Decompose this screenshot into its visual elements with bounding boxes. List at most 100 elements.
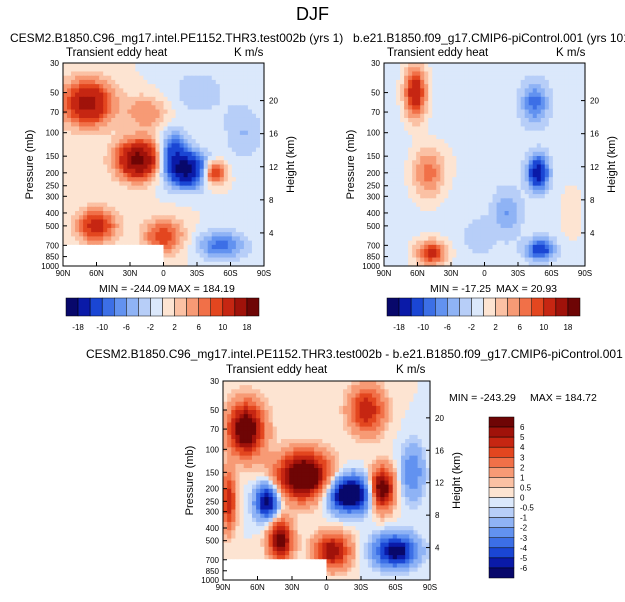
- panel1-cell: [167, 134, 173, 140]
- panel1-cell: [195, 92, 201, 98]
- panel2-cell: [488, 101, 494, 106]
- panel1-cell: [87, 96, 92, 102]
- panel1-cell: [179, 181, 185, 187]
- panel1-cell: [191, 253, 197, 259]
- panel2-cell: [540, 88, 546, 94]
- panel1-cell: [187, 67, 193, 73]
- panel1-max: MAX = 184.19: [168, 283, 235, 295]
- panel1-cell: [119, 96, 124, 102]
- panel2-cell: [484, 164, 490, 170]
- panel1-cell: [199, 71, 205, 77]
- panel1-cell: [71, 113, 76, 119]
- panel3-cell: [268, 381, 274, 386]
- panel2-cell: [464, 126, 470, 132]
- panel1-xtick-label: 30S: [190, 269, 204, 278]
- panel1-cell: [135, 185, 140, 191]
- panel2-cell: [432, 249, 437, 254]
- panel2-cell: [408, 79, 413, 85]
- panel1-cell: [255, 105, 261, 111]
- panel1-cell: [211, 181, 217, 187]
- panel1-cell: [239, 156, 245, 161]
- panel2-cell: [496, 227, 502, 233]
- panel2-cell: [476, 253, 482, 259]
- panel2-cell: [424, 92, 429, 98]
- panel2-cell: [416, 71, 421, 77]
- panel2-cell: [512, 168, 518, 174]
- panel1-cell: [223, 261, 229, 267]
- panel2-cell: [516, 75, 522, 81]
- panel1-cell: [231, 219, 237, 225]
- panel1-cell: [223, 130, 229, 136]
- panel1-cell: [223, 177, 229, 183]
- panel2-cell: [520, 92, 526, 98]
- panel2-cell: [472, 177, 478, 183]
- panel1-cell: [95, 122, 100, 128]
- panel1-cell: [219, 219, 225, 225]
- panel2-cell: [476, 75, 482, 81]
- panel2-cell: [516, 215, 522, 221]
- panel1-cell: [147, 117, 153, 123]
- panel2-cell: [456, 63, 461, 68]
- panel1-cell: [147, 211, 153, 216]
- panel2-cell: [464, 211, 470, 216]
- panel2-cell: [568, 223, 574, 229]
- panel2-cell: [460, 244, 465, 250]
- panel2-cell: [412, 92, 417, 98]
- panel1-cell: [219, 177, 225, 183]
- panel2-cell: [392, 156, 397, 161]
- panel2-cell: [496, 113, 502, 119]
- panel2-cell: [576, 223, 582, 229]
- panel1-cell: [235, 117, 241, 123]
- panel2-cell: [464, 240, 470, 246]
- panel2-cell: [560, 79, 566, 85]
- panel1-cell: [231, 223, 237, 229]
- panel1-cell: [167, 71, 173, 77]
- panel1-cell: [199, 189, 205, 195]
- panel1-cell: [123, 96, 128, 102]
- panel1-cell: [131, 236, 136, 242]
- panel2-cell: [420, 236, 425, 242]
- panel1-cell: [211, 215, 217, 221]
- panel1-cell: [103, 151, 108, 157]
- panel2-cell: [472, 160, 478, 166]
- panel1-cell: [163, 168, 169, 174]
- panel1-cell: [83, 215, 88, 221]
- panel2-cell: [548, 223, 554, 229]
- panel2-cell: [452, 156, 457, 161]
- panel1-cell: [211, 253, 217, 259]
- panel2-cell: [408, 257, 413, 263]
- panel2-cell: [436, 211, 441, 216]
- panel1-cell: [139, 202, 144, 208]
- panel2-cell: [488, 236, 494, 242]
- panel2-cell: [424, 143, 429, 149]
- panel2-cell: [388, 249, 393, 254]
- panel1-cell: [119, 130, 124, 136]
- panel1-cell: [191, 244, 197, 250]
- panel2-colorbar-box: [531, 297, 545, 317]
- panel1-cell: [123, 122, 128, 128]
- panel1-cell: [111, 79, 116, 85]
- panel1-cell: [255, 177, 261, 183]
- panel2-cell: [504, 257, 510, 263]
- panel1-cell: [259, 215, 265, 221]
- panel2-cell: [476, 172, 482, 178]
- panel1-cell: [203, 88, 209, 94]
- panel1-cell: [175, 189, 181, 195]
- panel1-cell: [203, 117, 209, 123]
- panel1-cell: [103, 253, 108, 259]
- panel1-cell: [247, 139, 253, 144]
- panel2-cell: [388, 160, 393, 166]
- panel2-cell: [396, 92, 401, 98]
- panel1-cell: [107, 67, 112, 73]
- panel1-cell: [219, 122, 225, 128]
- panel2-cell: [408, 168, 413, 174]
- panel1-cell: [251, 79, 257, 85]
- panel2-cell: [424, 211, 429, 216]
- panel1-cell: [75, 139, 80, 144]
- panel1-cell: [187, 113, 193, 119]
- panel1-cell: [95, 134, 100, 140]
- panel2-cell: [460, 261, 465, 267]
- panel1-cell: [71, 232, 76, 237]
- panel1-cell: [75, 253, 80, 259]
- panel2-cell: [504, 147, 510, 153]
